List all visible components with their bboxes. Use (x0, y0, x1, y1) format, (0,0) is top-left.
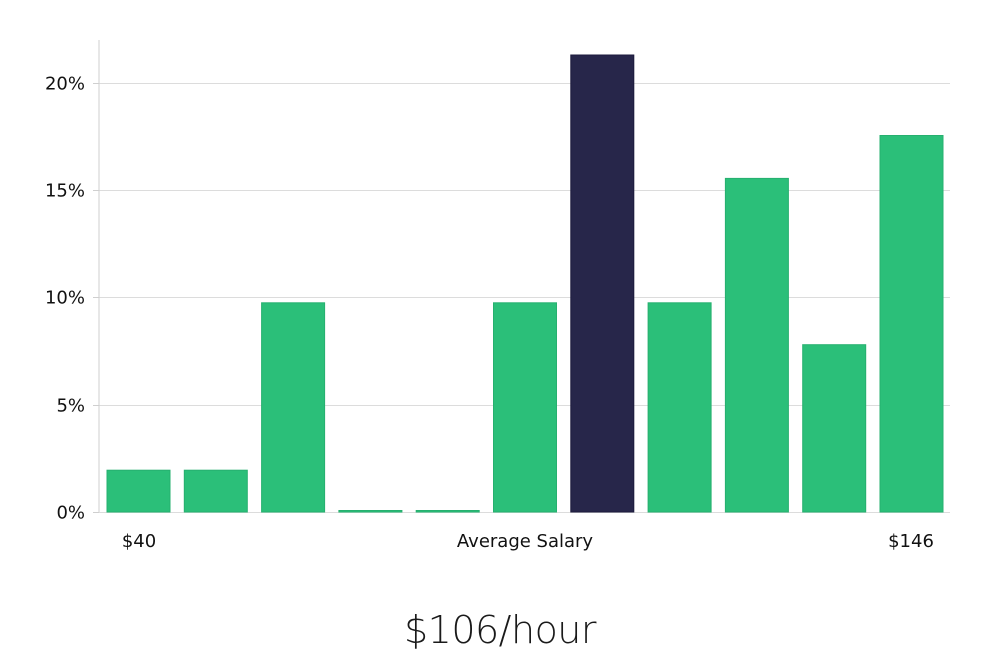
average-salary-value: $106/hour (403, 608, 597, 652)
bar (261, 302, 326, 513)
y-axis-ticks: 0% 5% 10% 15% 20% (45, 74, 99, 524)
bar (106, 469, 171, 513)
y-tick-label: 0% (56, 503, 85, 524)
bar (415, 510, 480, 513)
bar (724, 177, 789, 513)
y-tick-label: 10% (45, 288, 85, 309)
bars (106, 54, 944, 513)
bar (493, 302, 557, 513)
y-tick-label: 5% (56, 396, 85, 417)
bar (183, 469, 248, 513)
bar (802, 344, 867, 513)
bar-average-bin (570, 54, 635, 513)
x-label-max: $146 (888, 531, 934, 552)
y-tick-label: 15% (45, 181, 85, 202)
x-label-average: Average Salary (457, 531, 594, 552)
bar (338, 510, 403, 513)
salary-histogram: 0% 5% 10% 15% 20% $40 Average Salary $146 (45, 40, 950, 552)
bar (647, 302, 712, 513)
bar (879, 135, 944, 513)
y-tick-label: 20% (45, 74, 85, 95)
x-label-min: $40 (122, 531, 156, 552)
